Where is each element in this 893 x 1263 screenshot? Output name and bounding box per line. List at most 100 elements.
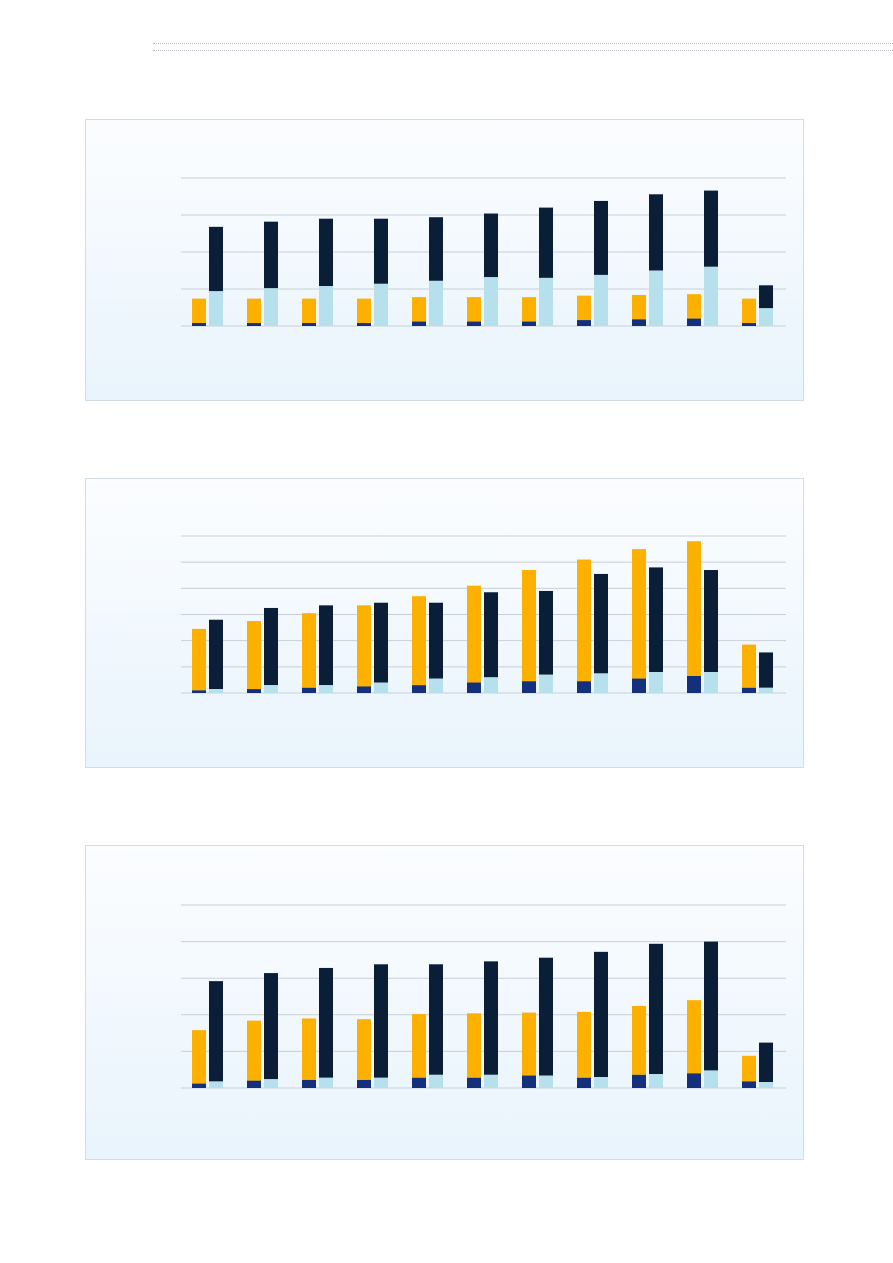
bar-series-b	[632, 678, 646, 693]
bar-series-d	[209, 981, 223, 1082]
bar-series-d	[594, 951, 608, 1078]
bar-series-c	[319, 286, 333, 326]
bar-series-d	[649, 194, 663, 271]
chart-panel-3	[85, 845, 804, 1160]
bar-series-d	[704, 941, 718, 1071]
bar-series-a	[577, 1011, 591, 1078]
bar-series-a	[632, 549, 646, 679]
bar-series-d	[374, 602, 388, 683]
bar-series-c	[429, 678, 443, 693]
bar-series-a	[302, 613, 316, 688]
bar-series-b	[467, 682, 481, 693]
bar-series-c	[429, 1074, 443, 1088]
bar-series-b	[357, 686, 371, 693]
bar-series-a	[357, 605, 371, 687]
bar-series-b	[577, 681, 591, 693]
bar-series-c	[704, 672, 718, 693]
bar-series-a	[357, 1019, 371, 1080]
bar-series-b	[412, 321, 426, 326]
bar-series-c	[594, 1077, 608, 1088]
bar-series-c	[484, 277, 498, 326]
bar-series-b	[522, 681, 536, 693]
bar-series-d	[319, 218, 333, 287]
bar-series-d	[429, 964, 443, 1075]
bar-series-b	[742, 1081, 756, 1088]
bar-series-b	[247, 689, 261, 693]
bar-series-a	[192, 298, 206, 324]
bar-series-c	[209, 689, 223, 693]
bar-series-b	[577, 320, 591, 326]
bar-series-c	[759, 687, 773, 693]
bar-series-a	[302, 1018, 316, 1080]
bar-series-a	[412, 1014, 426, 1078]
bar-series-b	[357, 323, 371, 326]
bar-series-c	[264, 288, 278, 326]
bar-series-d	[374, 964, 388, 1078]
bar-series-d	[539, 207, 553, 278]
bar-series-a	[247, 298, 261, 324]
bar-series-a	[467, 585, 481, 683]
bar-series-a	[632, 1006, 646, 1075]
bar-series-c	[484, 677, 498, 693]
bar-series-d	[484, 592, 498, 678]
chart-3-svg	[181, 904, 786, 1089]
bar-series-d	[594, 573, 608, 674]
bar-series-a	[192, 1030, 206, 1084]
bar-series-c	[374, 1077, 388, 1088]
bar-series-d	[429, 602, 443, 679]
bar-series-a	[522, 1012, 536, 1076]
bar-series-a	[522, 297, 536, 322]
bar-series-d	[484, 213, 498, 278]
bar-series-d	[594, 200, 608, 275]
bar-series-c	[649, 1074, 663, 1088]
bar-series-d	[539, 957, 553, 1076]
bar-series-a	[192, 628, 206, 691]
bar-series-a	[742, 644, 756, 688]
bar-series-a	[577, 559, 591, 682]
bar-series-a	[687, 1000, 701, 1074]
bar-series-a	[467, 1013, 481, 1078]
bar-series-b	[192, 690, 206, 693]
bar-series-b	[412, 1077, 426, 1088]
bar-series-d	[649, 567, 663, 673]
bar-series-d	[429, 217, 443, 281]
bar-series-d	[649, 943, 663, 1075]
bar-series-d	[759, 652, 773, 688]
bar-series-c	[759, 1082, 773, 1088]
chart-panel-2	[85, 478, 804, 768]
bar-series-b	[742, 687, 756, 693]
bar-series-c	[759, 308, 773, 326]
bar-series-c	[594, 673, 608, 693]
bar-series-d	[319, 967, 333, 1078]
bar-series-a	[247, 1020, 261, 1081]
bar-series-c	[649, 672, 663, 693]
bar-series-d	[209, 226, 223, 292]
bar-series-c	[319, 685, 333, 693]
bar-series-d	[704, 190, 718, 267]
bar-series-b	[742, 323, 756, 326]
bar-series-d	[759, 1042, 773, 1083]
bar-series-d	[264, 221, 278, 289]
bar-series-b	[247, 1080, 261, 1088]
bar-series-b	[302, 323, 316, 326]
bar-series-c	[374, 283, 388, 326]
bar-series-c	[539, 277, 553, 326]
bar-series-c	[429, 280, 443, 326]
bar-series-c	[539, 1075, 553, 1088]
bar-series-b	[192, 1083, 206, 1088]
bar-series-b	[632, 1074, 646, 1088]
bar-series-b	[192, 323, 206, 326]
bar-series-c	[539, 674, 553, 693]
bar-series-b	[577, 1077, 591, 1088]
bar-series-a	[412, 297, 426, 322]
bar-series-c	[649, 270, 663, 326]
bar-series-b	[467, 1077, 481, 1088]
bar-series-d	[539, 590, 553, 675]
bar-series-c	[594, 274, 608, 326]
bar-series-a	[302, 298, 316, 324]
bar-series-c	[704, 266, 718, 326]
bar-series-c	[264, 1079, 278, 1088]
bar-series-d	[759, 285, 773, 309]
chart-1-svg	[181, 177, 786, 327]
bar-series-c	[264, 685, 278, 693]
